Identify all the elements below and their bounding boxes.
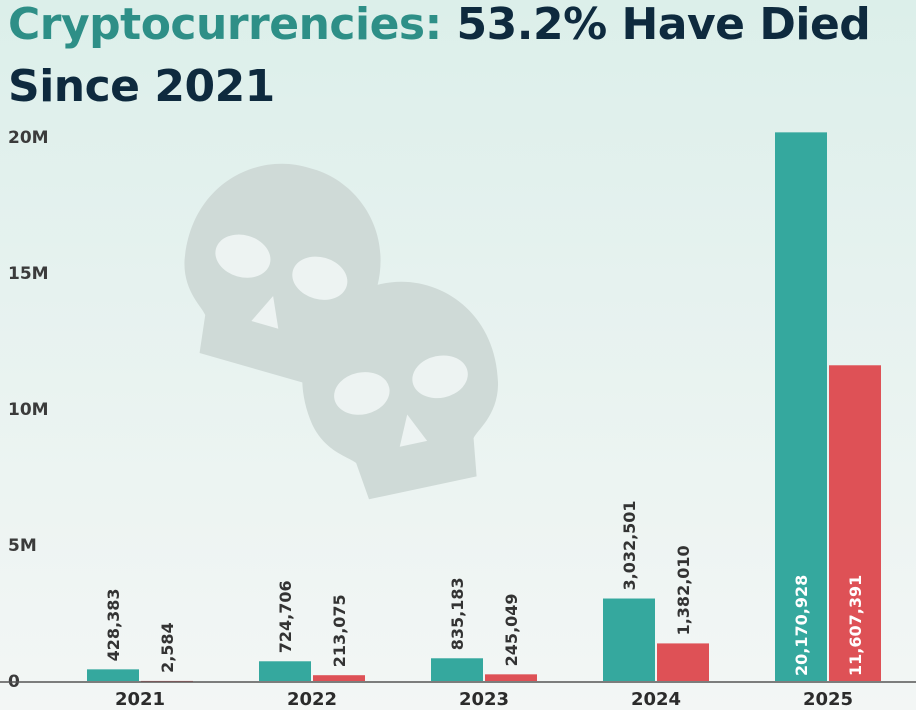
- title-highlight: Cryptocurrencies:: [8, 0, 442, 50]
- x-tick-label: 2021: [115, 689, 165, 710]
- skull-icon-front: [302, 281, 499, 500]
- bar-series-1: [87, 669, 139, 681]
- bar-series-1: [259, 661, 311, 681]
- y-tick-label: 5M: [8, 536, 37, 556]
- bar-series-1: [431, 658, 483, 681]
- data-label: 213,075: [330, 594, 349, 667]
- skull-icon: [184, 163, 499, 500]
- bar-series-1: [603, 598, 655, 681]
- bar-series-2: [313, 675, 365, 681]
- data-labels: 428,383 2,584 724,706 213,075 835,183 245,049…: [104, 500, 865, 676]
- data-label: 245,049: [502, 593, 521, 666]
- bar-series-2: [657, 643, 709, 681]
- bar-series-2: [141, 680, 193, 682]
- data-label: 1,382,010: [674, 545, 693, 635]
- y-tick-label: 10M: [8, 400, 49, 420]
- y-tick-label: 20M: [8, 128, 49, 148]
- bar-series-2: [829, 365, 881, 681]
- x-axis: 2021 2022 2023 2024 2025: [115, 689, 853, 710]
- bars: [87, 132, 881, 682]
- bar-series-1: [775, 132, 827, 681]
- page-title: Cryptocurrencies: 53.2% Have Died Since …: [8, 0, 913, 118]
- x-tick-label: 2024: [631, 689, 681, 710]
- data-label: 20,170,928: [792, 575, 811, 676]
- data-label: 11,607,391: [846, 575, 865, 676]
- x-tick-label: 2025: [803, 689, 853, 710]
- x-tick-label: 2023: [459, 689, 509, 710]
- data-label: 835,183: [448, 577, 467, 650]
- x-tick-label: 2022: [287, 689, 337, 710]
- bar-series-2: [485, 674, 537, 681]
- title-rest: 53.2% Have Died Since 2021: [8, 0, 871, 112]
- data-label: 428,383: [104, 588, 123, 661]
- data-label: 724,706: [276, 580, 295, 653]
- data-label: 3,032,501: [620, 500, 639, 590]
- data-label: 2,584: [158, 622, 177, 673]
- y-tick-label: 15M: [8, 264, 49, 284]
